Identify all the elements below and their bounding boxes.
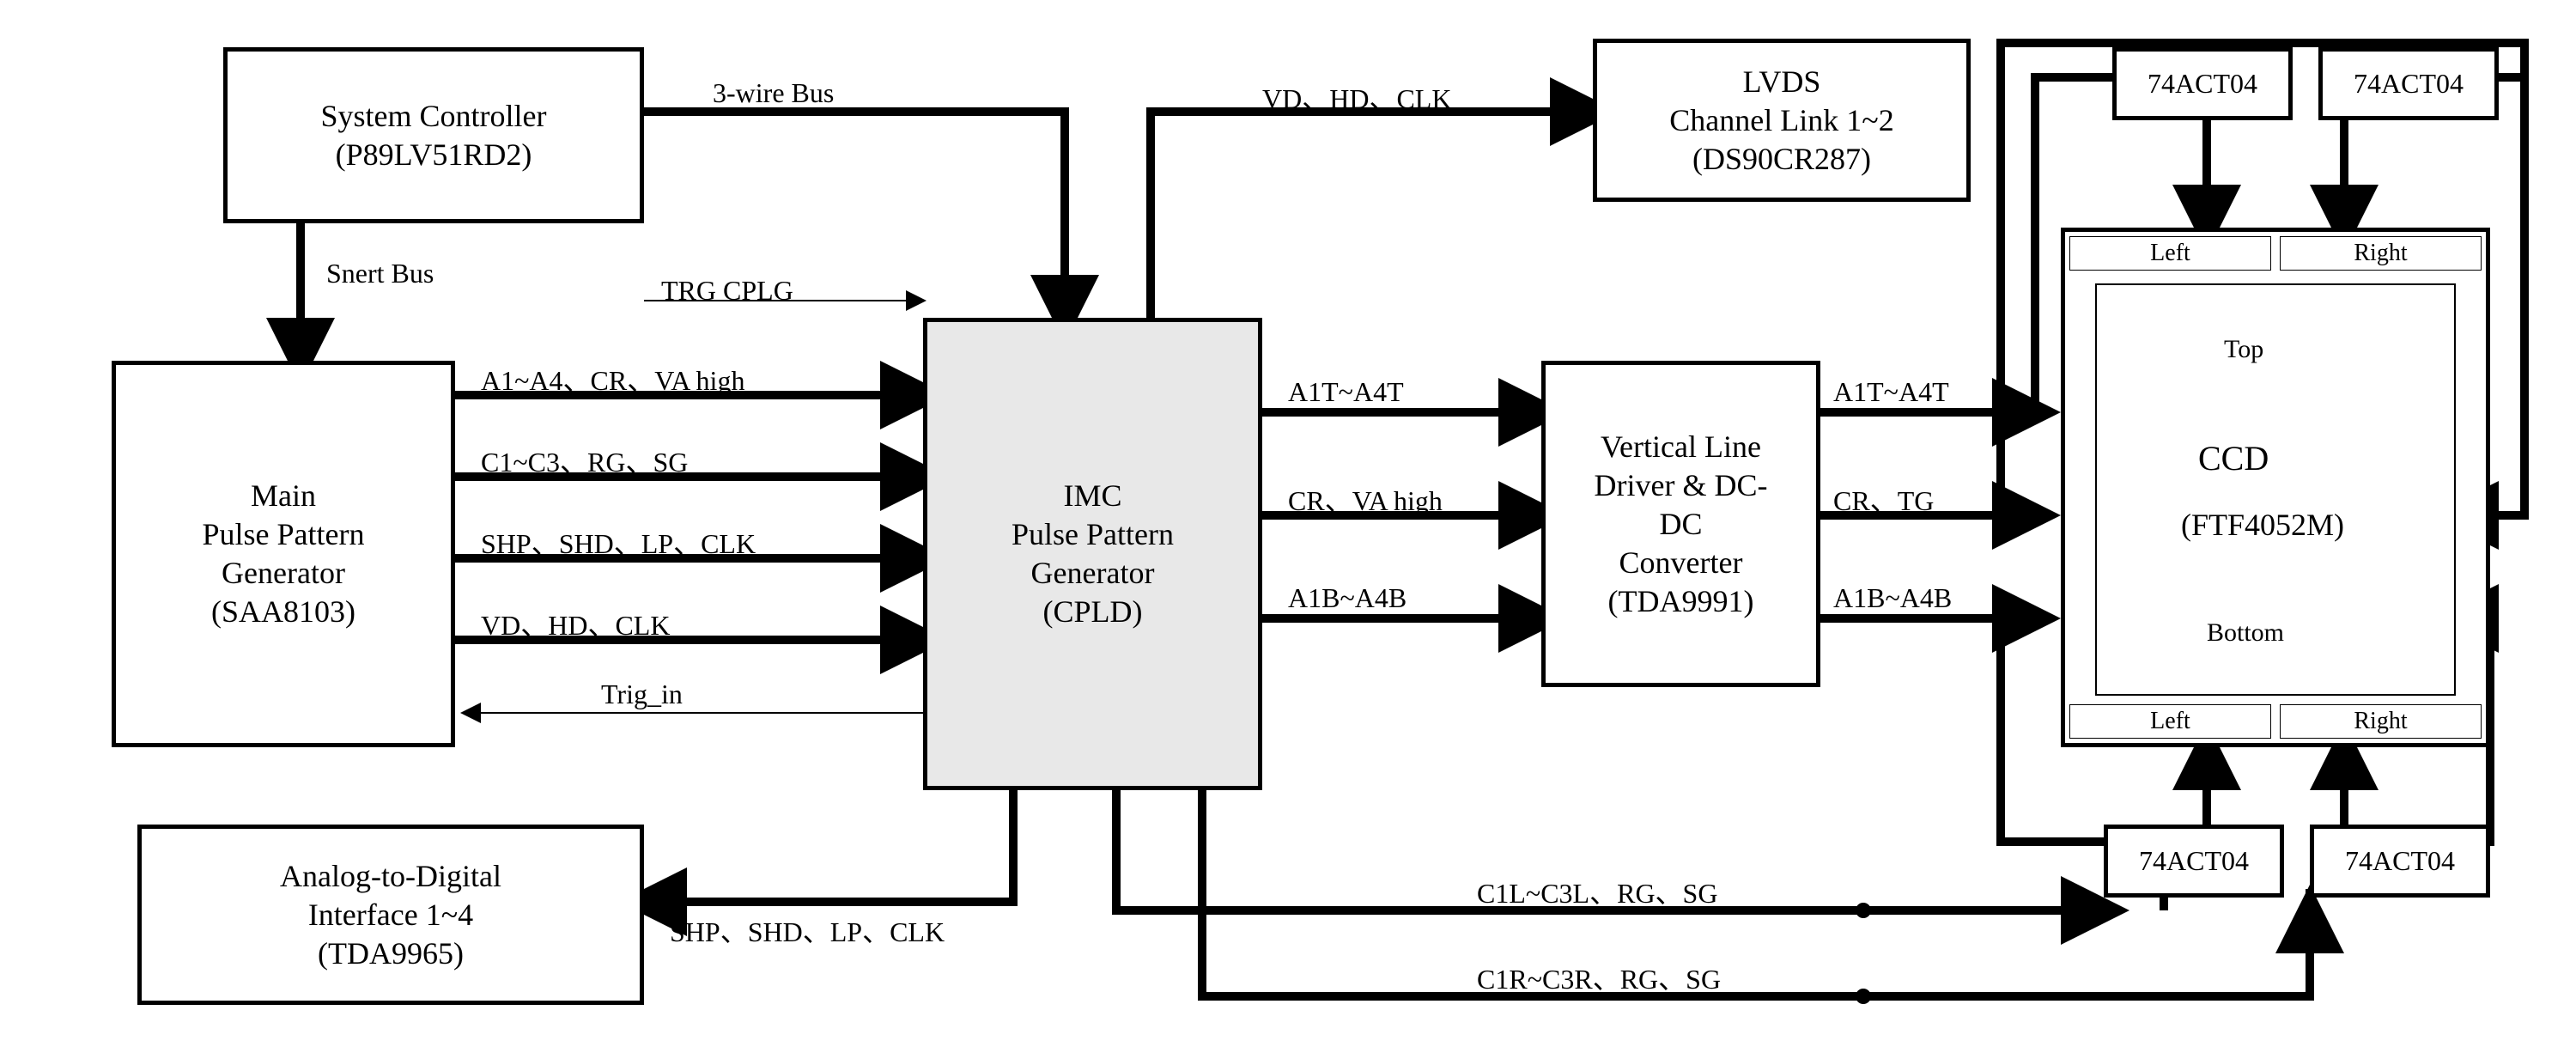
inv-bot-left: 74ACT04	[2104, 825, 2284, 898]
lbl-shp: SHP、SHD、LP、CLK	[481, 522, 756, 562]
imc-l4: (CPLD)	[1043, 593, 1143, 631]
lvds-l3: (DS90CR287)	[1692, 140, 1871, 179]
mainppg-l2: Pulse Pattern	[203, 515, 365, 554]
lbl-a1t: A1T~A4T	[1288, 376, 1404, 408]
inv-top-right: 74ACT04	[2318, 47, 2499, 120]
ccd-title2: (FTF4052M)	[2181, 507, 2344, 543]
ccd-bot-right-reg: Right	[2280, 704, 2482, 739]
lbl-c1l: C1L~C3L、RG、SG	[1477, 872, 1717, 911]
lbl-snert: Snert Bus	[326, 258, 434, 289]
lbl-c1c3: C1~C3、RG、SG	[481, 441, 688, 480]
ccd-tl-label: Left	[2150, 240, 2190, 267]
block-main-ppg: Main Pulse Pattern Generator (SAA8103)	[112, 361, 455, 747]
lbl-vdhd: VD、HD、CLK	[481, 604, 670, 643]
lbl-trg: TRG CPLG	[661, 275, 793, 307]
inv-bot-right: 74ACT04	[2310, 825, 2490, 898]
ccd-bot-left-reg: Left	[2069, 704, 2271, 739]
lvds-l2: Channel Link 1~2	[1669, 101, 1893, 140]
adc-l1: Analog-to-Digital	[280, 857, 501, 896]
vdrv-l1: Vertical Line	[1601, 428, 1761, 466]
lvds-l1: LVDS	[1743, 63, 1821, 101]
ccd-tr-label: Right	[2354, 240, 2407, 267]
vdrv-l5: (TDA9991)	[1608, 582, 1754, 621]
lbl-vdhd2: VD、HD、CLK	[1262, 77, 1451, 117]
inv-br-label: 74ACT04	[2345, 845, 2455, 877]
lbl-a1t2: A1T~A4T	[1833, 376, 1949, 408]
block-vertical-driver: Vertical Line Driver & DC- DC Converter …	[1541, 361, 1820, 687]
adc-l2: Interface 1~4	[308, 896, 473, 934]
lbl-crva: CR、VA high	[1288, 479, 1443, 519]
mainppg-l4: (SAA8103)	[211, 593, 355, 631]
ccd-title1: CCD	[2198, 438, 2269, 478]
block-lvds: LVDS Channel Link 1~2 (DS90CR287)	[1593, 39, 1971, 202]
lbl-a1b2: A1B~A4B	[1833, 582, 1952, 614]
inv-tr-label: 74ACT04	[2354, 68, 2464, 100]
sysctrl-line2: (P89LV51RD2)	[336, 136, 532, 174]
ccd-top-left-reg: Left	[2069, 236, 2271, 271]
inv-top-left: 74ACT04	[2112, 47, 2293, 120]
lbl-a1b: A1B~A4B	[1288, 582, 1406, 614]
ccd-top-right-reg: Right	[2280, 236, 2482, 271]
lbl-3wire: 3-wire Bus	[713, 77, 834, 109]
mainppg-l1: Main	[251, 477, 316, 515]
lbl-a1a4: A1~A4、CR、VA high	[481, 359, 744, 399]
ccd-top-text: Top	[2224, 335, 2263, 364]
imc-l3: Generator	[1031, 554, 1155, 593]
lbl-trigin: Trig_in	[601, 679, 683, 710]
block-diagram: System Controller (P89LV51RD2) Main Puls…	[0, 0, 2576, 1059]
inv-tl-label: 74ACT04	[2148, 68, 2257, 100]
lbl-c1r: C1R~C3R、RG、SG	[1477, 958, 1721, 997]
block-adc: Analog-to-Digital Interface 1~4 (TDA9965…	[137, 825, 644, 1005]
block-system-controller: System Controller (P89LV51RD2)	[223, 47, 644, 223]
mainppg-l3: Generator	[222, 554, 345, 593]
lbl-crtg: CR、TG	[1833, 479, 1934, 519]
adc-l3: (TDA9965)	[318, 934, 464, 973]
ccd-bl-label: Left	[2150, 708, 2190, 735]
inv-bl-label: 74ACT04	[2139, 845, 2249, 877]
imc-l1: IMC	[1063, 477, 1121, 515]
lbl-shp2: SHP、SHD、LP、CLK	[670, 910, 945, 950]
vdrv-l3: DC	[1659, 505, 1702, 544]
vdrv-l4: Converter	[1619, 544, 1743, 582]
block-imc-cpld: IMC Pulse Pattern Generator (CPLD)	[923, 318, 1262, 790]
sysctrl-line1: System Controller	[321, 97, 547, 136]
vdrv-l2: Driver & DC-	[1595, 466, 1768, 505]
ccd-br-label: Right	[2354, 708, 2407, 735]
ccd-bot-text: Bottom	[2207, 618, 2284, 648]
imc-l2: Pulse Pattern	[1012, 515, 1174, 554]
